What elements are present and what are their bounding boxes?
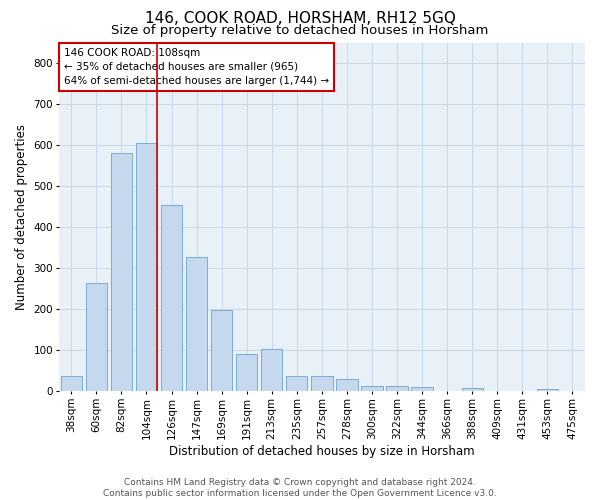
Text: 146, COOK ROAD, HORSHAM, RH12 5GQ: 146, COOK ROAD, HORSHAM, RH12 5GQ [145, 11, 455, 26]
Text: Contains HM Land Registry data © Crown copyright and database right 2024.
Contai: Contains HM Land Registry data © Crown c… [103, 478, 497, 498]
Y-axis label: Number of detached properties: Number of detached properties [15, 124, 28, 310]
Bar [211, 310, 232, 392]
Bar [186, 256, 207, 392]
Bar [537, 389, 558, 392]
Bar [412, 387, 433, 392]
Bar [286, 376, 307, 392]
Text: Size of property relative to detached houses in Horsham: Size of property relative to detached ho… [112, 24, 488, 37]
Bar [386, 386, 407, 392]
Bar [461, 388, 483, 392]
Text: 146 COOK ROAD: 108sqm
← 35% of detached houses are smaller (965)
64% of semi-det: 146 COOK ROAD: 108sqm ← 35% of detached … [64, 48, 329, 86]
Bar [161, 206, 182, 392]
Bar [361, 386, 383, 392]
X-axis label: Distribution of detached houses by size in Horsham: Distribution of detached houses by size … [169, 444, 475, 458]
Bar [311, 376, 332, 392]
Bar [236, 354, 257, 392]
Bar [86, 282, 107, 392]
Bar [111, 154, 132, 392]
Bar [136, 143, 157, 392]
Bar [61, 376, 82, 392]
Bar [261, 349, 283, 392]
Bar [336, 379, 358, 392]
